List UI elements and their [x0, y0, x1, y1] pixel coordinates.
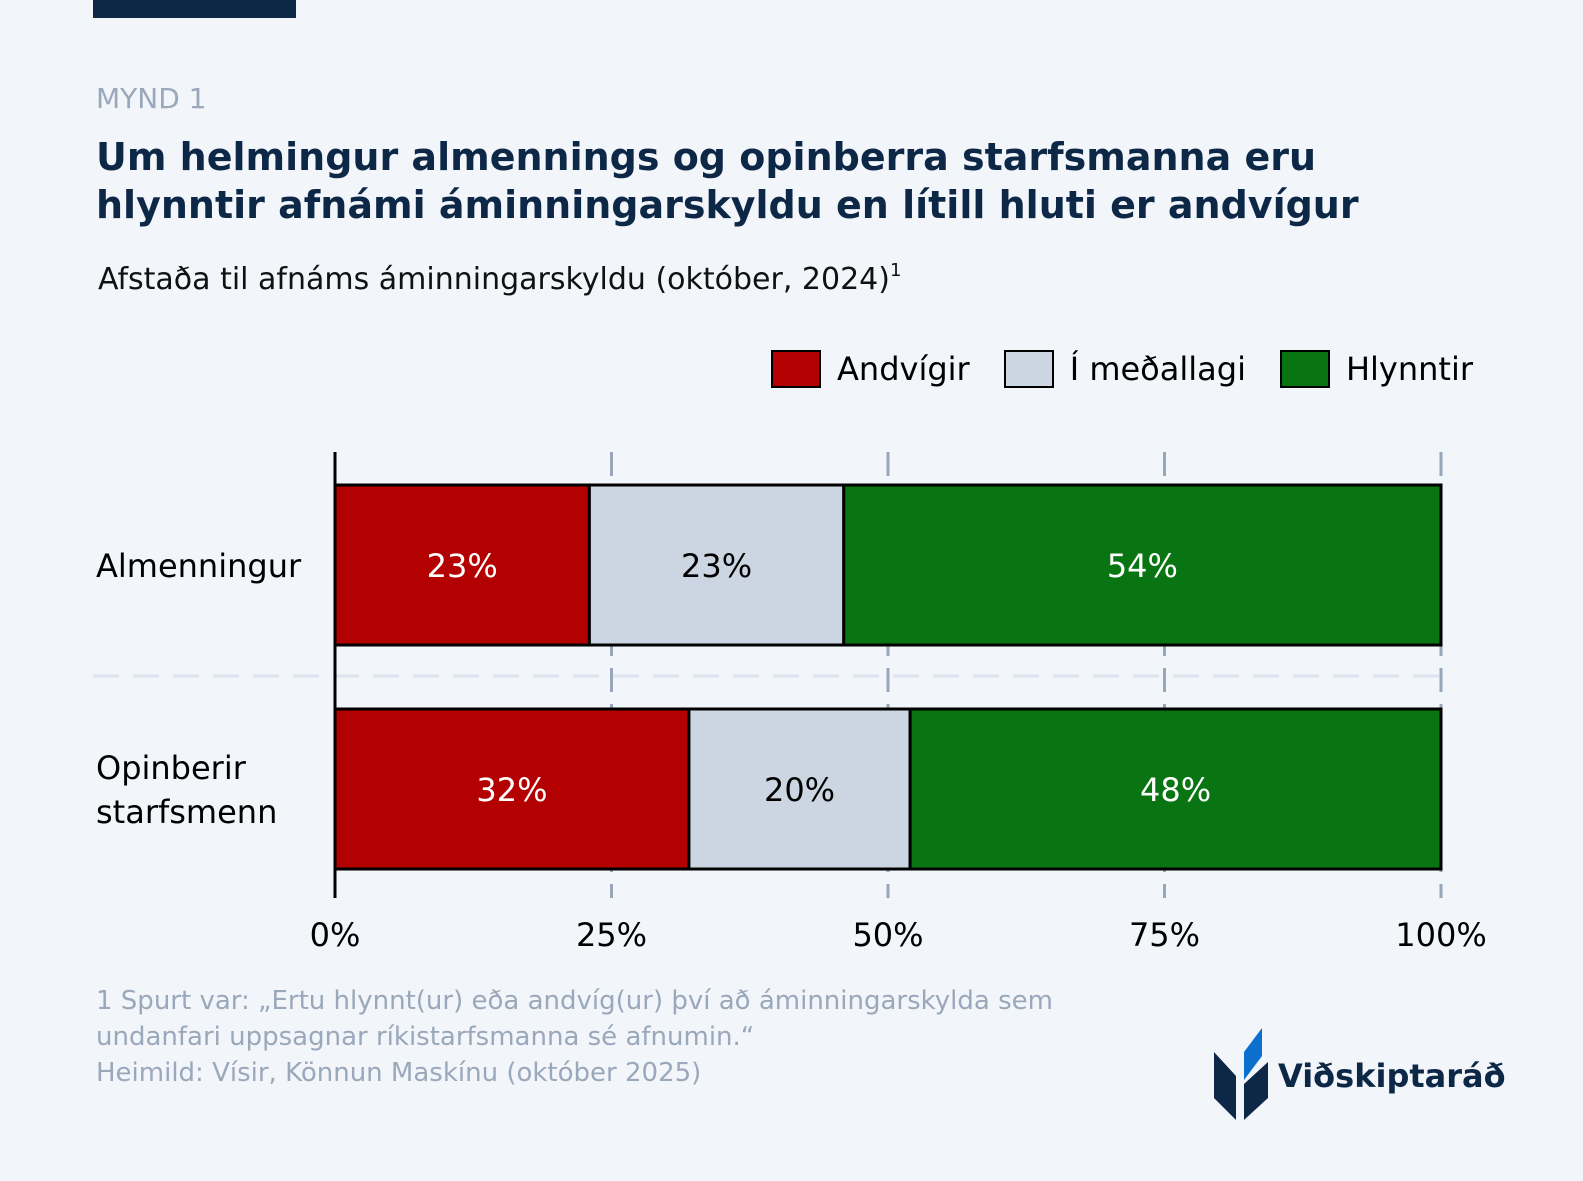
subtitle-text: Afstaða til afnáms áminningarskyldu (okt… [98, 262, 890, 297]
legend-swatch [771, 350, 822, 388]
data-label: 23% [681, 547, 752, 585]
legend-item-medallagi: Í meðallagi [1003, 350, 1246, 388]
x-tick-label: 50% [852, 916, 923, 954]
chart-subtitle: Afstaða til afnáms áminningarskyldu (okt… [98, 260, 902, 297]
category-label: Almenningur [96, 547, 302, 585]
data-label: 23% [427, 547, 498, 585]
legend-swatch [1003, 350, 1054, 388]
legend: Andvígir Í meðallagi Hlynntir [737, 350, 1473, 388]
bar-segment [333, 483, 591, 647]
top-accent-bar [93, 0, 296, 18]
footnote: 1 Spurt var: „Ertu hlynnt(ur) eða andvíg… [96, 986, 1053, 1052]
chart-title: Um helmingur almennings og opinberra sta… [96, 135, 1359, 227]
source: Heimild: Vísir, Könnun Maskínu (október … [96, 1058, 702, 1088]
logo-leaf-icon [1214, 1028, 1268, 1120]
legend-swatch [1279, 350, 1330, 388]
bar-segment [908, 707, 1443, 871]
bar-segment [587, 483, 846, 647]
logo: Viðskiptaráð [1214, 1026, 1506, 1120]
legend-item-andvigir: Andvígir [771, 350, 970, 388]
bar-segment [842, 483, 1443, 647]
data-label: 54% [1107, 547, 1178, 585]
legend-label: Í meðallagi [1069, 350, 1246, 388]
subtitle-footnote-marker: 1 [889, 260, 902, 281]
x-tick-label: 75% [1129, 916, 1200, 954]
figure-kicker: MYND 1 [96, 82, 207, 115]
bar-segment [687, 707, 912, 871]
x-tick-label: 100% [1395, 916, 1486, 954]
data-label: 32% [476, 771, 547, 809]
x-tick-label: 0% [310, 916, 361, 954]
data-label: 48% [1140, 771, 1211, 809]
footer: 1 Spurt var: „Ertu hlynnt(ur) eða andvíg… [96, 983, 1146, 1091]
category-label: starfsmenn [96, 793, 277, 831]
legend-label: Andvígir [837, 350, 970, 388]
legend-item-hlynntir: Hlynntir [1279, 350, 1473, 388]
legend-label: Hlynntir [1345, 350, 1473, 388]
x-tick-label: 25% [576, 916, 647, 954]
category-label: Opinberir [96, 749, 247, 787]
data-label: 20% [764, 771, 835, 809]
logo-text: Viðskiptaráð [1278, 1057, 1506, 1095]
